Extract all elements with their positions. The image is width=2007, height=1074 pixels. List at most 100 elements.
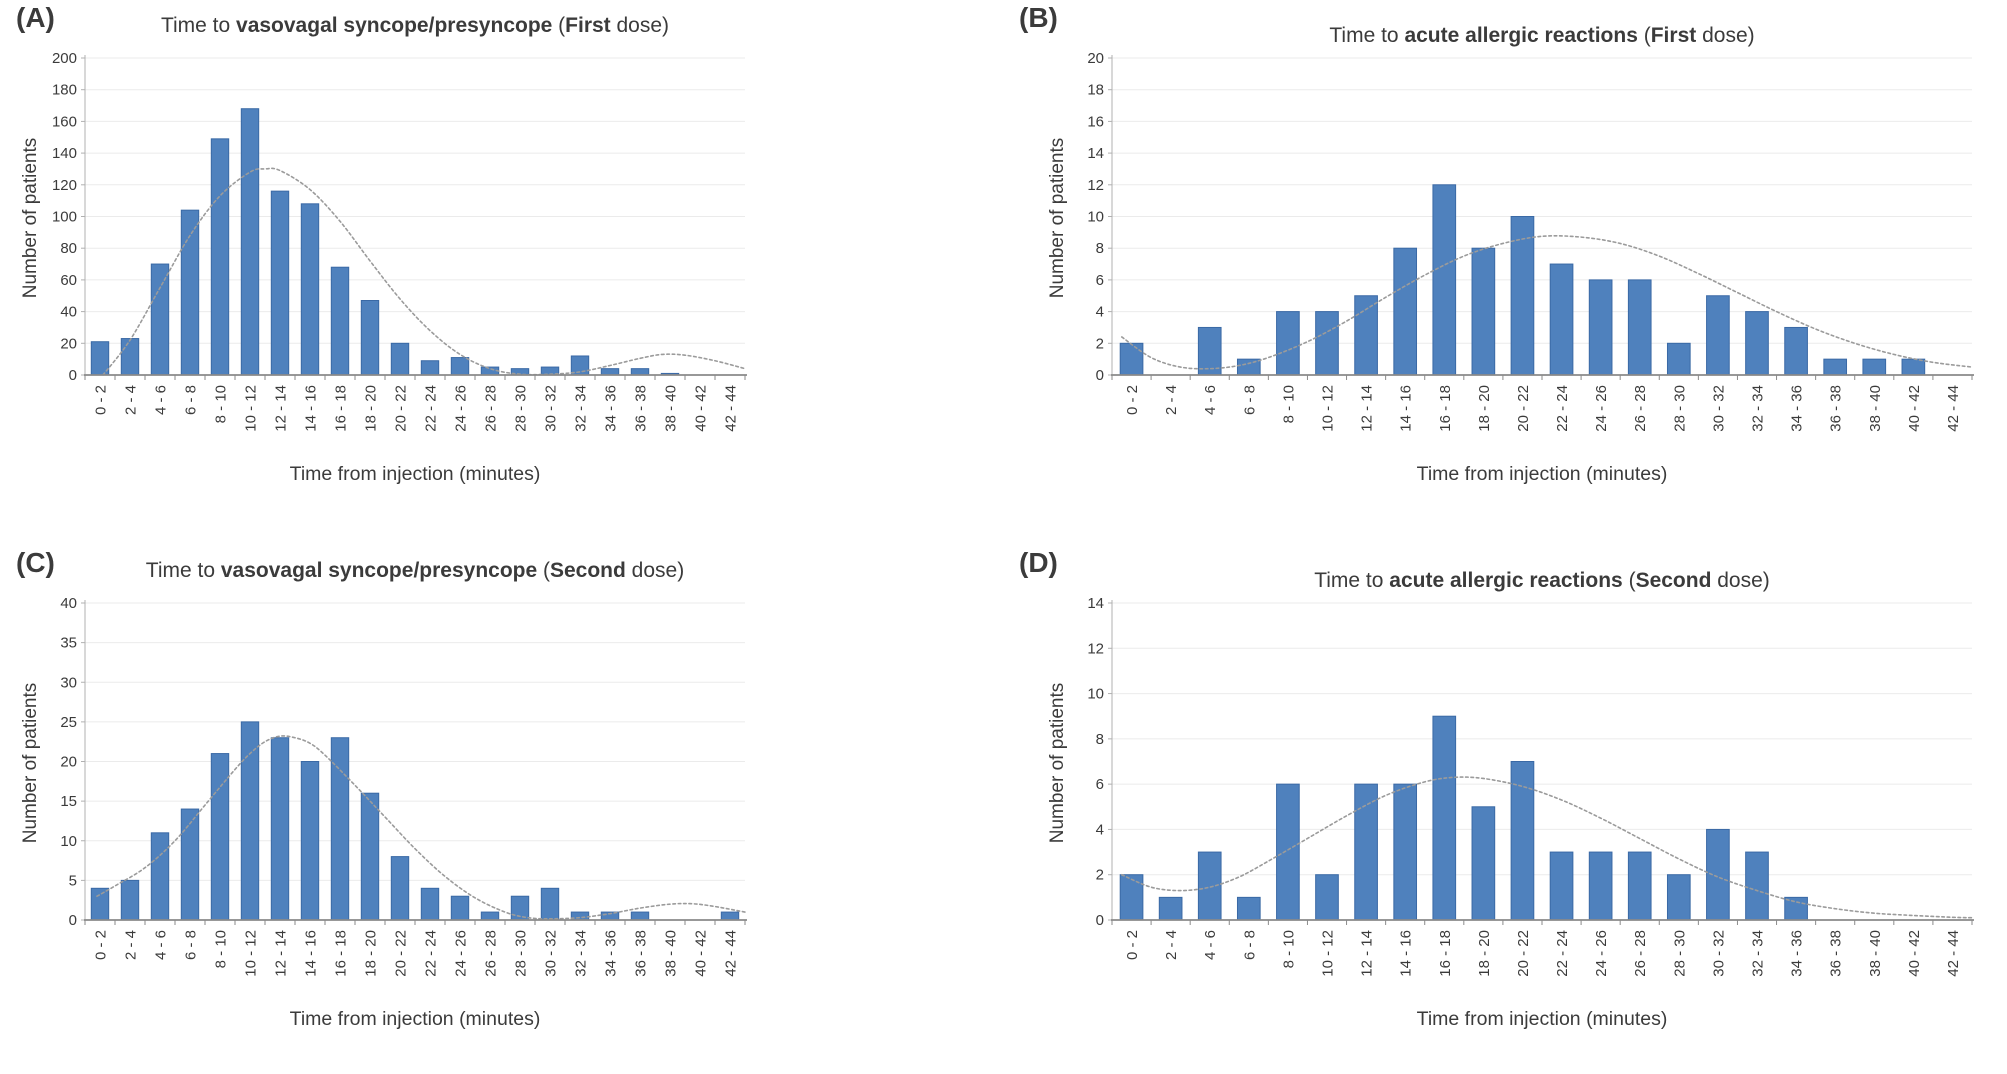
svg-text:4 - 6: 4 - 6 (1202, 930, 1219, 960)
title-dose-bold: First (565, 14, 611, 37)
svg-text:6: 6 (1096, 776, 1104, 793)
svg-text:10: 10 (1087, 686, 1104, 703)
svg-text:28 - 30: 28 - 30 (1671, 385, 1688, 432)
svg-text:26 - 28: 26 - 28 (1632, 930, 1649, 977)
svg-text:6 - 8: 6 - 8 (1241, 385, 1258, 415)
svg-text:30 - 32: 30 - 32 (543, 385, 560, 432)
chart-c-x-axis-title: Time from injection (minutes) (289, 1008, 541, 1030)
svg-text:6 - 8: 6 - 8 (183, 930, 200, 960)
svg-text:12 - 14: 12 - 14 (1359, 385, 1376, 432)
svg-text:16 - 18: 16 - 18 (1437, 930, 1454, 977)
svg-text:2 - 4: 2 - 4 (123, 930, 140, 960)
title-text: Time to (160, 14, 237, 37)
title-text: dose) (1696, 24, 1755, 47)
svg-text:42 - 44: 42 - 44 (1945, 385, 1962, 432)
svg-text:0 - 2: 0 - 2 (1124, 385, 1141, 415)
title-dose-bold: First (1650, 24, 1697, 47)
svg-text:0: 0 (69, 912, 77, 929)
svg-text:34 - 36: 34 - 36 (603, 930, 620, 977)
svg-text:26 - 28: 26 - 28 (483, 930, 500, 977)
svg-text:38 - 40: 38 - 40 (1867, 385, 1884, 432)
svg-text:18 - 20: 18 - 20 (1476, 385, 1493, 432)
title-text: ( (552, 14, 566, 37)
svg-text:2 - 4: 2 - 4 (1163, 930, 1180, 960)
svg-text:38 - 40: 38 - 40 (1867, 930, 1884, 977)
svg-text:4 - 6: 4 - 6 (153, 385, 170, 415)
svg-text:4: 4 (1096, 821, 1104, 838)
title-dose-bold: Second (549, 559, 626, 582)
chart-a-x-axis-title: Time from injection (minutes) (289, 463, 541, 485)
svg-text:20: 20 (60, 335, 77, 352)
svg-text:2: 2 (1096, 335, 1104, 352)
chart-b-title: Time to acute allergic reactions (First … (1112, 24, 1972, 48)
svg-text:34 - 36: 34 - 36 (1789, 930, 1806, 977)
svg-text:36 - 38: 36 - 38 (633, 385, 650, 432)
svg-text:180: 180 (52, 82, 77, 99)
panel-d-label: (D) (1019, 547, 1058, 578)
title-text: dose) (1711, 569, 1770, 592)
title-dose-bold: Second (1635, 569, 1712, 592)
svg-text:5: 5 (69, 872, 77, 889)
svg-text:12: 12 (1087, 177, 1104, 194)
svg-text:40: 40 (60, 595, 77, 612)
svg-text:4 - 6: 4 - 6 (1202, 385, 1219, 415)
chart-d-title: Time to acute allergic reactions (Second… (1112, 569, 1972, 593)
svg-text:24 - 26: 24 - 26 (453, 385, 470, 432)
svg-text:35: 35 (60, 635, 77, 652)
svg-text:10: 10 (60, 833, 77, 850)
svg-text:30 - 32: 30 - 32 (1710, 385, 1727, 432)
panel-a-inner: (A) Time to vasovagal syncope/presyncope… (0, 0, 1003, 529)
svg-text:8 - 10: 8 - 10 (213, 930, 230, 968)
svg-text:160: 160 (52, 113, 77, 130)
title-text: Time to (1314, 569, 1390, 592)
svg-text:0: 0 (1096, 367, 1104, 384)
panel-c-inner: (C) Time to vasovagal syncope/presyncope… (0, 545, 1003, 1074)
svg-text:20 - 22: 20 - 22 (393, 930, 410, 977)
svg-text:0 - 2: 0 - 2 (1124, 930, 1141, 960)
svg-text:42 - 44: 42 - 44 (723, 930, 740, 977)
svg-text:36 - 38: 36 - 38 (1828, 385, 1845, 432)
svg-text:12 - 14: 12 - 14 (1359, 930, 1376, 977)
panel-d-inner: (D) Time to acute allergic reactions (Se… (1003, 545, 2007, 1074)
panel-b-inner: (B) Time to acute allergic reactions (Fi… (1003, 0, 2007, 529)
svg-text:80: 80 (60, 240, 77, 257)
svg-text:10: 10 (1087, 209, 1104, 226)
svg-text:42 - 44: 42 - 44 (723, 385, 740, 432)
svg-text:8 - 10: 8 - 10 (213, 385, 230, 423)
svg-text:22 - 24: 22 - 24 (423, 930, 440, 977)
svg-text:20: 20 (1087, 50, 1104, 67)
svg-text:100: 100 (52, 209, 77, 226)
svg-text:30 - 32: 30 - 32 (1710, 930, 1727, 977)
svg-text:14 - 16: 14 - 16 (303, 385, 320, 432)
svg-text:12 - 14: 12 - 14 (273, 385, 290, 432)
panel-a-label: (A) (16, 2, 55, 33)
chart-b-x-axis-title: Time from injection (minutes) (1416, 463, 1668, 485)
svg-text:140: 140 (52, 145, 77, 162)
svg-text:32 - 34: 32 - 34 (573, 930, 590, 977)
title-text: ( (1622, 569, 1636, 592)
svg-text:10 - 12: 10 - 12 (243, 385, 260, 432)
svg-text:18 - 20: 18 - 20 (363, 930, 380, 977)
svg-text:32 - 34: 32 - 34 (1750, 930, 1767, 977)
svg-text:32 - 34: 32 - 34 (1750, 385, 1767, 432)
svg-text:36 - 38: 36 - 38 (1828, 930, 1845, 977)
svg-text:24 - 26: 24 - 26 (1593, 930, 1610, 977)
panel-a: (A) Time to vasovagal syncope/presyncope… (0, 0, 1003, 529)
panel-b: (B) Time to acute allergic reactions (Fi… (1003, 0, 2007, 529)
svg-text:20 - 22: 20 - 22 (1515, 385, 1532, 432)
svg-text:22 - 24: 22 - 24 (1554, 385, 1571, 432)
svg-text:2 - 4: 2 - 4 (1163, 385, 1180, 415)
title-text: ( (537, 559, 550, 582)
svg-text:24 - 26: 24 - 26 (453, 930, 470, 977)
svg-text:4 - 6: 4 - 6 (153, 930, 170, 960)
chart-d-x-axis-title: Time from injection (minutes) (1416, 1008, 1668, 1030)
panel-b-label: (B) (1019, 2, 1058, 33)
panel-c: (C) Time to vasovagal syncope/presyncope… (0, 529, 1003, 1058)
svg-text:0 - 2: 0 - 2 (93, 385, 110, 415)
svg-text:8: 8 (1096, 731, 1104, 748)
title-text: Time to (1329, 24, 1405, 47)
svg-text:16: 16 (1087, 113, 1104, 130)
svg-text:42 - 44: 42 - 44 (1945, 930, 1962, 977)
svg-text:14 - 16: 14 - 16 (1398, 385, 1415, 432)
